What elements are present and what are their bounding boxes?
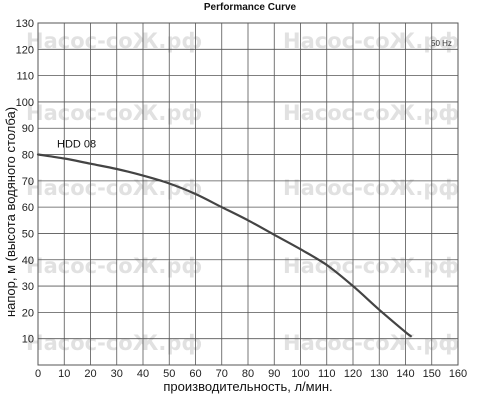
x-axis-label: производительность, л/мин. xyxy=(163,379,332,394)
y-tick-label: 60 xyxy=(22,202,34,214)
x-tick-label: 60 xyxy=(189,368,201,380)
chart-title: Performance Curve xyxy=(204,2,297,13)
x-tick-label: 30 xyxy=(111,368,123,380)
watermark-text: Насос-соЖ.рф xyxy=(26,176,202,200)
series-label: HDD 08 xyxy=(57,139,96,151)
y-axis-label: напор, м (высота водяного столба) xyxy=(3,107,18,317)
y-tick-label: 70 xyxy=(22,176,34,188)
y-axis-ticks: 10 20 30 40 50 60 70 80 90 100 110 120 130 xyxy=(16,18,34,346)
x-tick-label: 50 xyxy=(163,368,175,380)
x-tick-label: 140 xyxy=(396,368,414,380)
series-line-hdd-08 xyxy=(36,153,412,338)
watermark-layer: Насос-соЖ.рф Насос-соЖ.рф Насос-соЖ.рф Насо… xyxy=(26,29,459,355)
y-tick-label: 100 xyxy=(16,97,34,109)
x-tick-label: 110 xyxy=(318,368,336,380)
x-tick-label: 70 xyxy=(216,368,228,380)
x-tick-label: 10 xyxy=(58,368,70,380)
y-tick-label: 120 xyxy=(16,44,34,56)
x-tick-label: 40 xyxy=(137,368,149,380)
y-tick-label: 80 xyxy=(22,150,34,162)
y-tick-label: 10 xyxy=(22,334,34,346)
y-tick-label: 30 xyxy=(22,281,34,293)
watermark-text: Насос-соЖ.рф xyxy=(26,331,202,355)
watermark-text: Насос-соЖ.рф xyxy=(283,176,459,200)
x-tick-label: 100 xyxy=(291,368,309,380)
watermark-text: Насос-соЖ.рф xyxy=(26,101,202,125)
watermark-text: Насос-соЖ.рф xyxy=(283,254,459,278)
x-tick-label: 20 xyxy=(84,368,96,380)
x-tick-label: 130 xyxy=(370,368,388,380)
x-tick-label: 0 xyxy=(35,368,41,380)
x-tick-label: 150 xyxy=(423,368,441,380)
series-layer: HDD 08 xyxy=(36,139,412,338)
grid xyxy=(38,23,458,365)
x-tick-label: 120 xyxy=(344,368,362,380)
y-tick-label: 130 xyxy=(16,18,34,30)
frequency-note: 50 Hz xyxy=(431,39,452,48)
x-tick-label: 160 xyxy=(449,368,467,380)
watermark-text: Насос-соЖ.рф xyxy=(283,331,459,355)
y-tick-label: 110 xyxy=(16,71,34,83)
y-tick-label: 90 xyxy=(22,123,34,135)
watermark-text: Насос-соЖ.рф xyxy=(26,254,202,278)
x-tick-label: 80 xyxy=(242,368,254,380)
watermark-text: Насос-соЖ.рф xyxy=(283,101,459,125)
y-tick-label: 20 xyxy=(22,307,34,319)
x-tick-label: 90 xyxy=(268,368,280,380)
y-tick-label: 50 xyxy=(22,228,34,240)
y-tick-label: 40 xyxy=(22,255,34,267)
x-axis-ticks: 0 10 20 30 40 50 60 70 80 90 100 110 120 130 140 150 160 xyxy=(35,368,467,380)
